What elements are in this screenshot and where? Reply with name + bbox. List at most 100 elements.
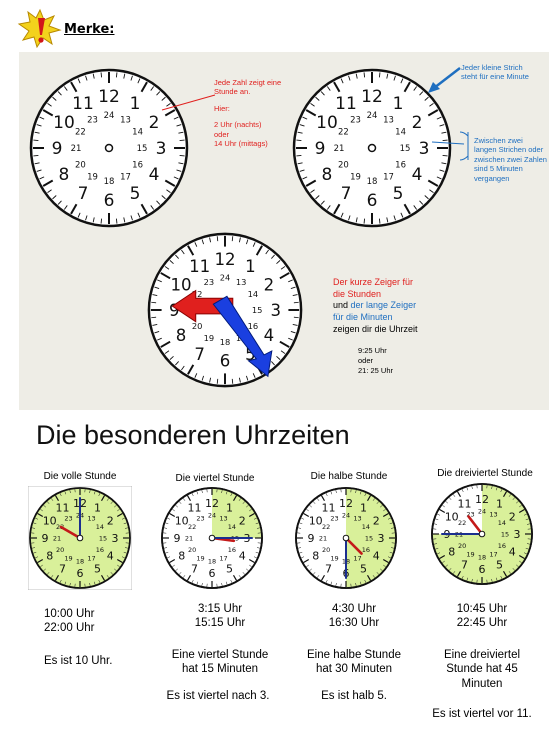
- tick: [191, 493, 194, 497]
- hour-number: 4: [412, 165, 423, 185]
- tick: [178, 131, 184, 134]
- tick: [169, 558, 176, 564]
- 24h-number: 14: [132, 128, 143, 138]
- tick: [303, 512, 310, 518]
- hour-number: 3: [419, 139, 430, 159]
- tick: [246, 505, 249, 508]
- 24h-number: 23: [196, 515, 204, 523]
- tick: [191, 579, 194, 583]
- tick: [166, 189, 171, 194]
- 24h-number: 13: [353, 515, 361, 523]
- desc-quarter: Eine viertel Stunde hat 15 Minuten: [171, 649, 269, 676]
- hour-number: 2: [239, 515, 246, 528]
- elapsed-sector: [346, 488, 396, 588]
- tick: [359, 581, 362, 585]
- tick: [400, 78, 404, 84]
- tick: [303, 558, 310, 564]
- tick: [429, 189, 434, 194]
- tick: [491, 578, 493, 582]
- 24h-number: 23: [64, 515, 72, 523]
- hour-number: 9: [308, 532, 315, 545]
- tick: [47, 189, 52, 194]
- tick: [238, 237, 241, 243]
- tick: [63, 86, 68, 91]
- tick: [169, 512, 176, 518]
- tick: [255, 551, 259, 554]
- tick: [116, 558, 123, 564]
- tick: [255, 522, 259, 525]
- tick: [77, 212, 81, 218]
- tick: [288, 279, 293, 283]
- hour-number: 2: [509, 511, 516, 524]
- tick: [231, 236, 234, 242]
- tick: [93, 581, 96, 585]
- tick: [245, 375, 249, 381]
- hour-number: 10: [43, 515, 57, 528]
- tick: [152, 294, 158, 297]
- tick: [238, 575, 242, 578]
- tick: [231, 378, 234, 384]
- 24h-number: 24: [220, 273, 231, 283]
- tick: [157, 279, 162, 283]
- 24h-number: 24: [208, 512, 216, 520]
- tick: [389, 551, 393, 554]
- hour-number: 11: [322, 502, 336, 515]
- hour-number: 2: [373, 515, 380, 528]
- hour-hand: [344, 536, 363, 555]
- hour-number: 11: [189, 257, 210, 276]
- tick: [508, 494, 512, 497]
- hour-number: 11: [72, 94, 94, 114]
- tick: [348, 75, 351, 81]
- tick: [301, 517, 305, 520]
- 24h-number: 23: [87, 115, 98, 125]
- tick: [43, 568, 46, 571]
- hour-number: 3: [514, 528, 521, 541]
- tick: [400, 212, 404, 218]
- tick: [194, 373, 198, 378]
- tick: [297, 131, 303, 134]
- clock-rim: [161, 487, 263, 589]
- tick: [59, 493, 62, 497]
- hour-number: 11: [458, 498, 472, 511]
- tick: [355, 490, 357, 494]
- tick: [309, 505, 312, 508]
- hour-number: 8: [448, 546, 455, 559]
- tick: [164, 179, 176, 187]
- time-quarter-past: 3:15 Uhr 15:15 Uhr: [194, 603, 246, 630]
- tick: [427, 179, 439, 187]
- tick: [298, 547, 302, 549]
- hour-number: 5: [245, 345, 256, 364]
- tick: [137, 78, 141, 84]
- tick: [167, 556, 171, 559]
- tick: [302, 176, 308, 180]
- hour-number: 1: [245, 257, 256, 276]
- 24h-number: 14: [228, 523, 236, 531]
- hour-number: 1: [393, 94, 404, 114]
- 24h-number: 17: [489, 550, 497, 558]
- tick: [305, 109, 317, 117]
- tick: [175, 568, 178, 571]
- tick: [310, 102, 315, 107]
- tick: [439, 169, 445, 172]
- tick: [106, 498, 110, 501]
- 24h-number: 15: [99, 535, 107, 543]
- 24h-number: 16: [395, 161, 406, 171]
- tick: [292, 323, 298, 326]
- hour-number: 6: [479, 563, 486, 576]
- tick: [495, 487, 498, 491]
- hour-hand: [59, 525, 82, 540]
- tick: [306, 564, 309, 568]
- tick: [265, 249, 269, 255]
- 24h-number: 13: [87, 515, 95, 523]
- tick: [173, 176, 179, 180]
- hour-number: 9: [169, 301, 180, 320]
- tick: [495, 577, 498, 581]
- tick: [378, 218, 381, 224]
- hour-number: 7: [461, 558, 468, 571]
- tick: [187, 364, 195, 375]
- tick: [115, 72, 118, 78]
- tick: [209, 237, 212, 243]
- tick: [175, 361, 179, 366]
- 24h-number: 21: [319, 535, 327, 543]
